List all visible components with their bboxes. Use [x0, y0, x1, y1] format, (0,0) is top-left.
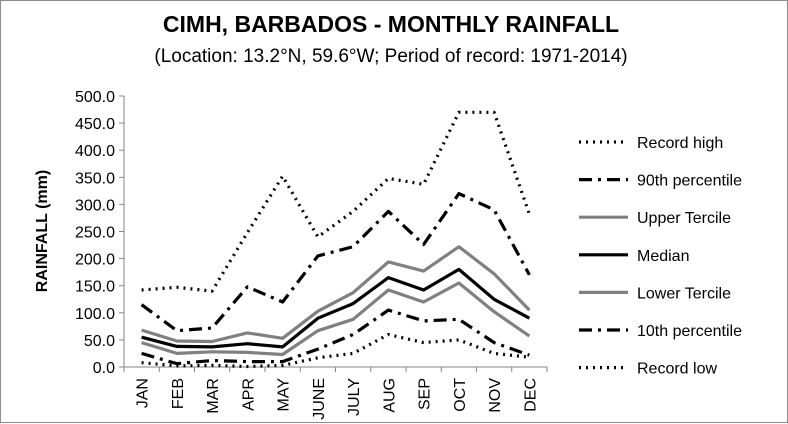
x-tick-label: MAY: [276, 378, 293, 412]
legend: Record high 90th percentile Upper Tercile M…: [579, 135, 742, 378]
y-tick-label: 0.0: [93, 360, 115, 377]
chart-title: CIMH, BARBADOS - MONTHLY RAINFALL: [163, 11, 619, 37]
y-tick-label: 100.0: [75, 306, 115, 323]
x-tick-label: JAN: [135, 378, 152, 408]
legend-label: Lower Tercile: [637, 285, 731, 302]
series-line-record-high: [141, 110, 531, 293]
legend-label: 10th percentile: [637, 323, 742, 340]
y-tick-label: 400.0: [75, 143, 115, 160]
legend-label: 90th percentile: [637, 173, 742, 190]
y-axis-label: RAINFALL (mm): [34, 170, 51, 292]
x-tick-label: DEC: [522, 378, 539, 412]
series-line-upper-tercile: [141, 245, 531, 344]
x-tick-label: MAR: [205, 378, 222, 414]
y-tick-label: 500.0: [75, 89, 115, 106]
y-tick-label: 450.0: [75, 116, 115, 133]
y-tick-label: 250.0: [75, 225, 115, 242]
y-tick-label: 50.0: [84, 333, 115, 350]
series-line-lower-tercile: [141, 281, 531, 357]
y-tick-label: 350.0: [75, 170, 115, 187]
chart-subtitle: (Location: 13.2°N, 59.6°W; Period of rec…: [154, 46, 627, 67]
x-tick-label: FEB: [170, 378, 187, 409]
x-tick-label: AUG: [381, 378, 398, 413]
series-line-10th-percentile: [141, 308, 530, 366]
series-lines: [140, 110, 531, 369]
legend-label: Record low: [637, 361, 717, 378]
x-tick-label: APR: [240, 378, 257, 411]
legend-label: Upper Tercile: [637, 210, 731, 227]
y-tick-label: 150.0: [75, 279, 115, 296]
y-tick-label: 300.0: [75, 197, 115, 214]
y-tick-label: 200.0: [75, 252, 115, 269]
x-tick-label: JUNE: [311, 378, 328, 420]
axes: 0.0 50.0 100.0 150.0 200.0 250.0 300.0 350.0 400…: [75, 89, 548, 420]
x-tick-label: SEP: [417, 378, 434, 410]
series-line-90th-percentile: [140, 192, 531, 333]
x-tick-label: NOV: [487, 378, 504, 413]
series-line-record-low: [141, 332, 530, 369]
legend-label: Median: [637, 248, 689, 265]
x-tick-label: OCT: [452, 378, 469, 412]
series-line-median: [141, 267, 531, 349]
legend-label: Record high: [637, 135, 723, 152]
x-tick-label: JULY: [346, 378, 363, 416]
